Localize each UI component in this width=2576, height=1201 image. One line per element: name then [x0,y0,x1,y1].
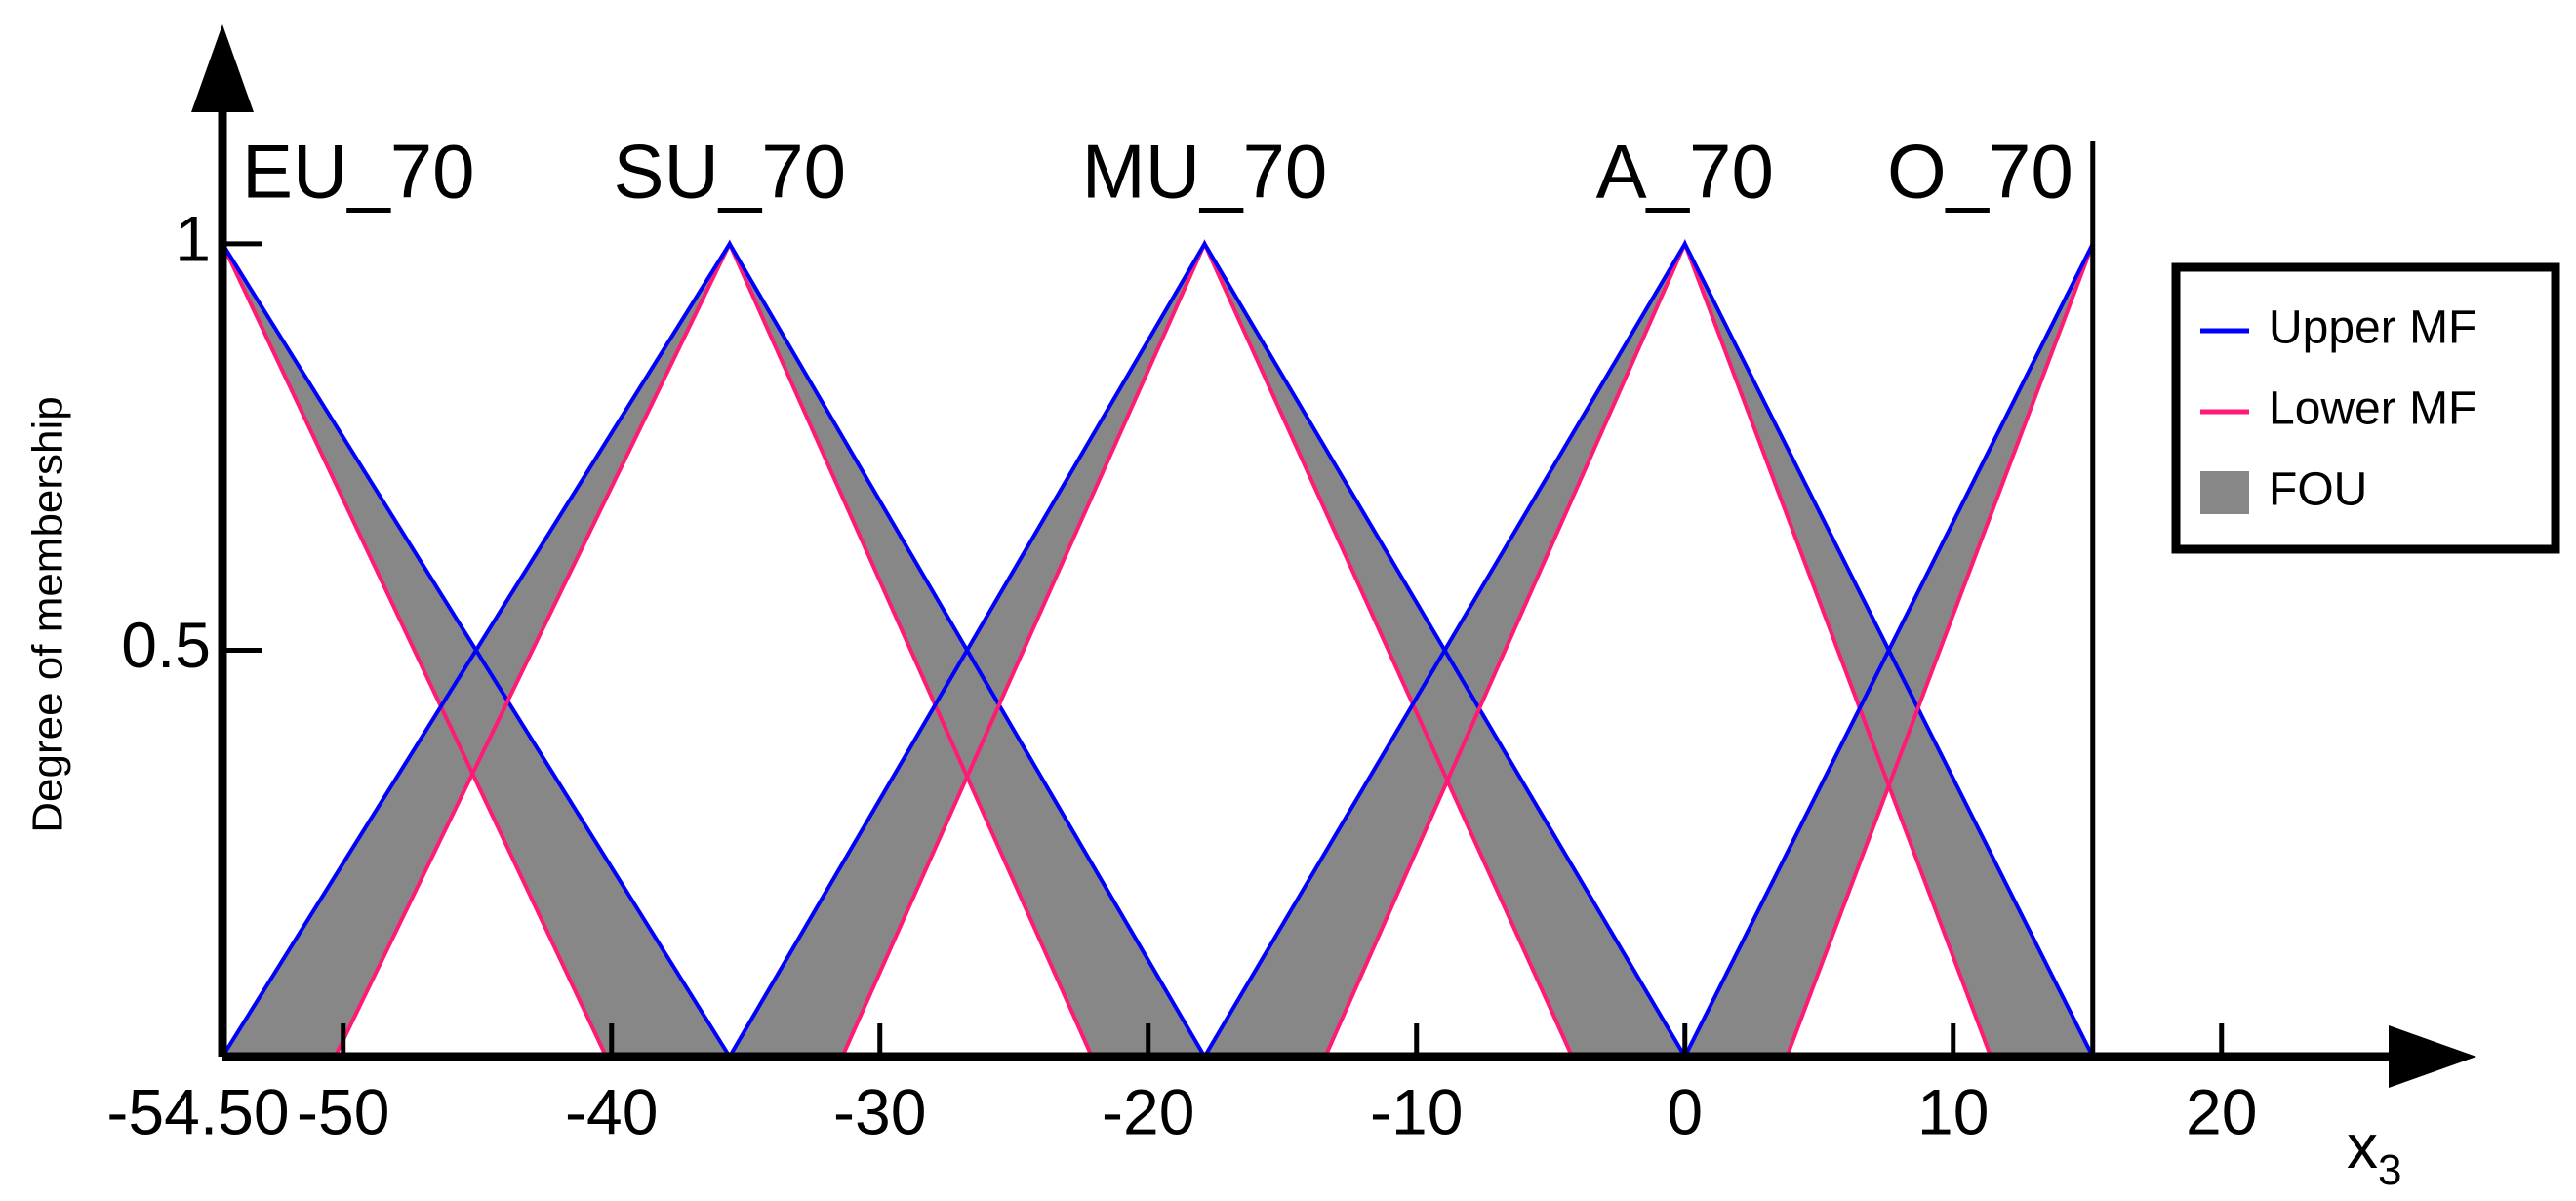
x-tick-label: -10 [1370,1075,1463,1147]
x-tick-label: 20 [2186,1075,2257,1147]
y-tick-label: 1 [175,202,211,274]
legend-label: FOU [2269,464,2367,516]
y-axis-arrow [191,24,254,112]
upper-mf-line [728,239,1687,1059]
x-tick-label: 10 [1917,1075,1989,1147]
x-axis-arrow [2389,1025,2476,1088]
mf-label: A_70 [1596,129,1774,215]
lower-mf-line [221,243,609,1058]
fou-area [729,243,1685,1057]
upper-mf-line [1202,239,2095,1059]
x-axis-label-main: x [2347,1111,2378,1181]
upper-mf-line [221,240,1207,1059]
y-axis-label: Degree of membership [24,396,72,833]
x-tick-label: -40 [565,1075,658,1147]
x-axis-label: x3 [2347,1111,2401,1194]
mf-label: EU_70 [242,129,475,215]
mf-label: O_70 [1887,129,2073,215]
mf-label: MU_70 [1082,129,1327,215]
x-axis-label-sub: 3 [2378,1146,2401,1194]
x-tick-label: -20 [1102,1075,1194,1147]
lower-mf-line [1785,243,2095,1058]
legend-swatch [2200,471,2249,514]
x-tick-label: -30 [833,1075,926,1147]
y-tick-label: 0.5 [121,609,211,681]
legend-label: Upper MF [2269,302,2476,354]
x-tick-label: 0 [1667,1075,1703,1147]
mf-label: SU_70 [614,129,847,215]
upper-mf-line [1682,243,2095,1058]
fou-area [222,243,1205,1057]
x-tick-label: -54.50 [106,1075,289,1147]
fou-area [1204,243,2093,1057]
x-tick-label: -50 [297,1075,389,1147]
legend-label: Lower MF [2269,383,2476,435]
